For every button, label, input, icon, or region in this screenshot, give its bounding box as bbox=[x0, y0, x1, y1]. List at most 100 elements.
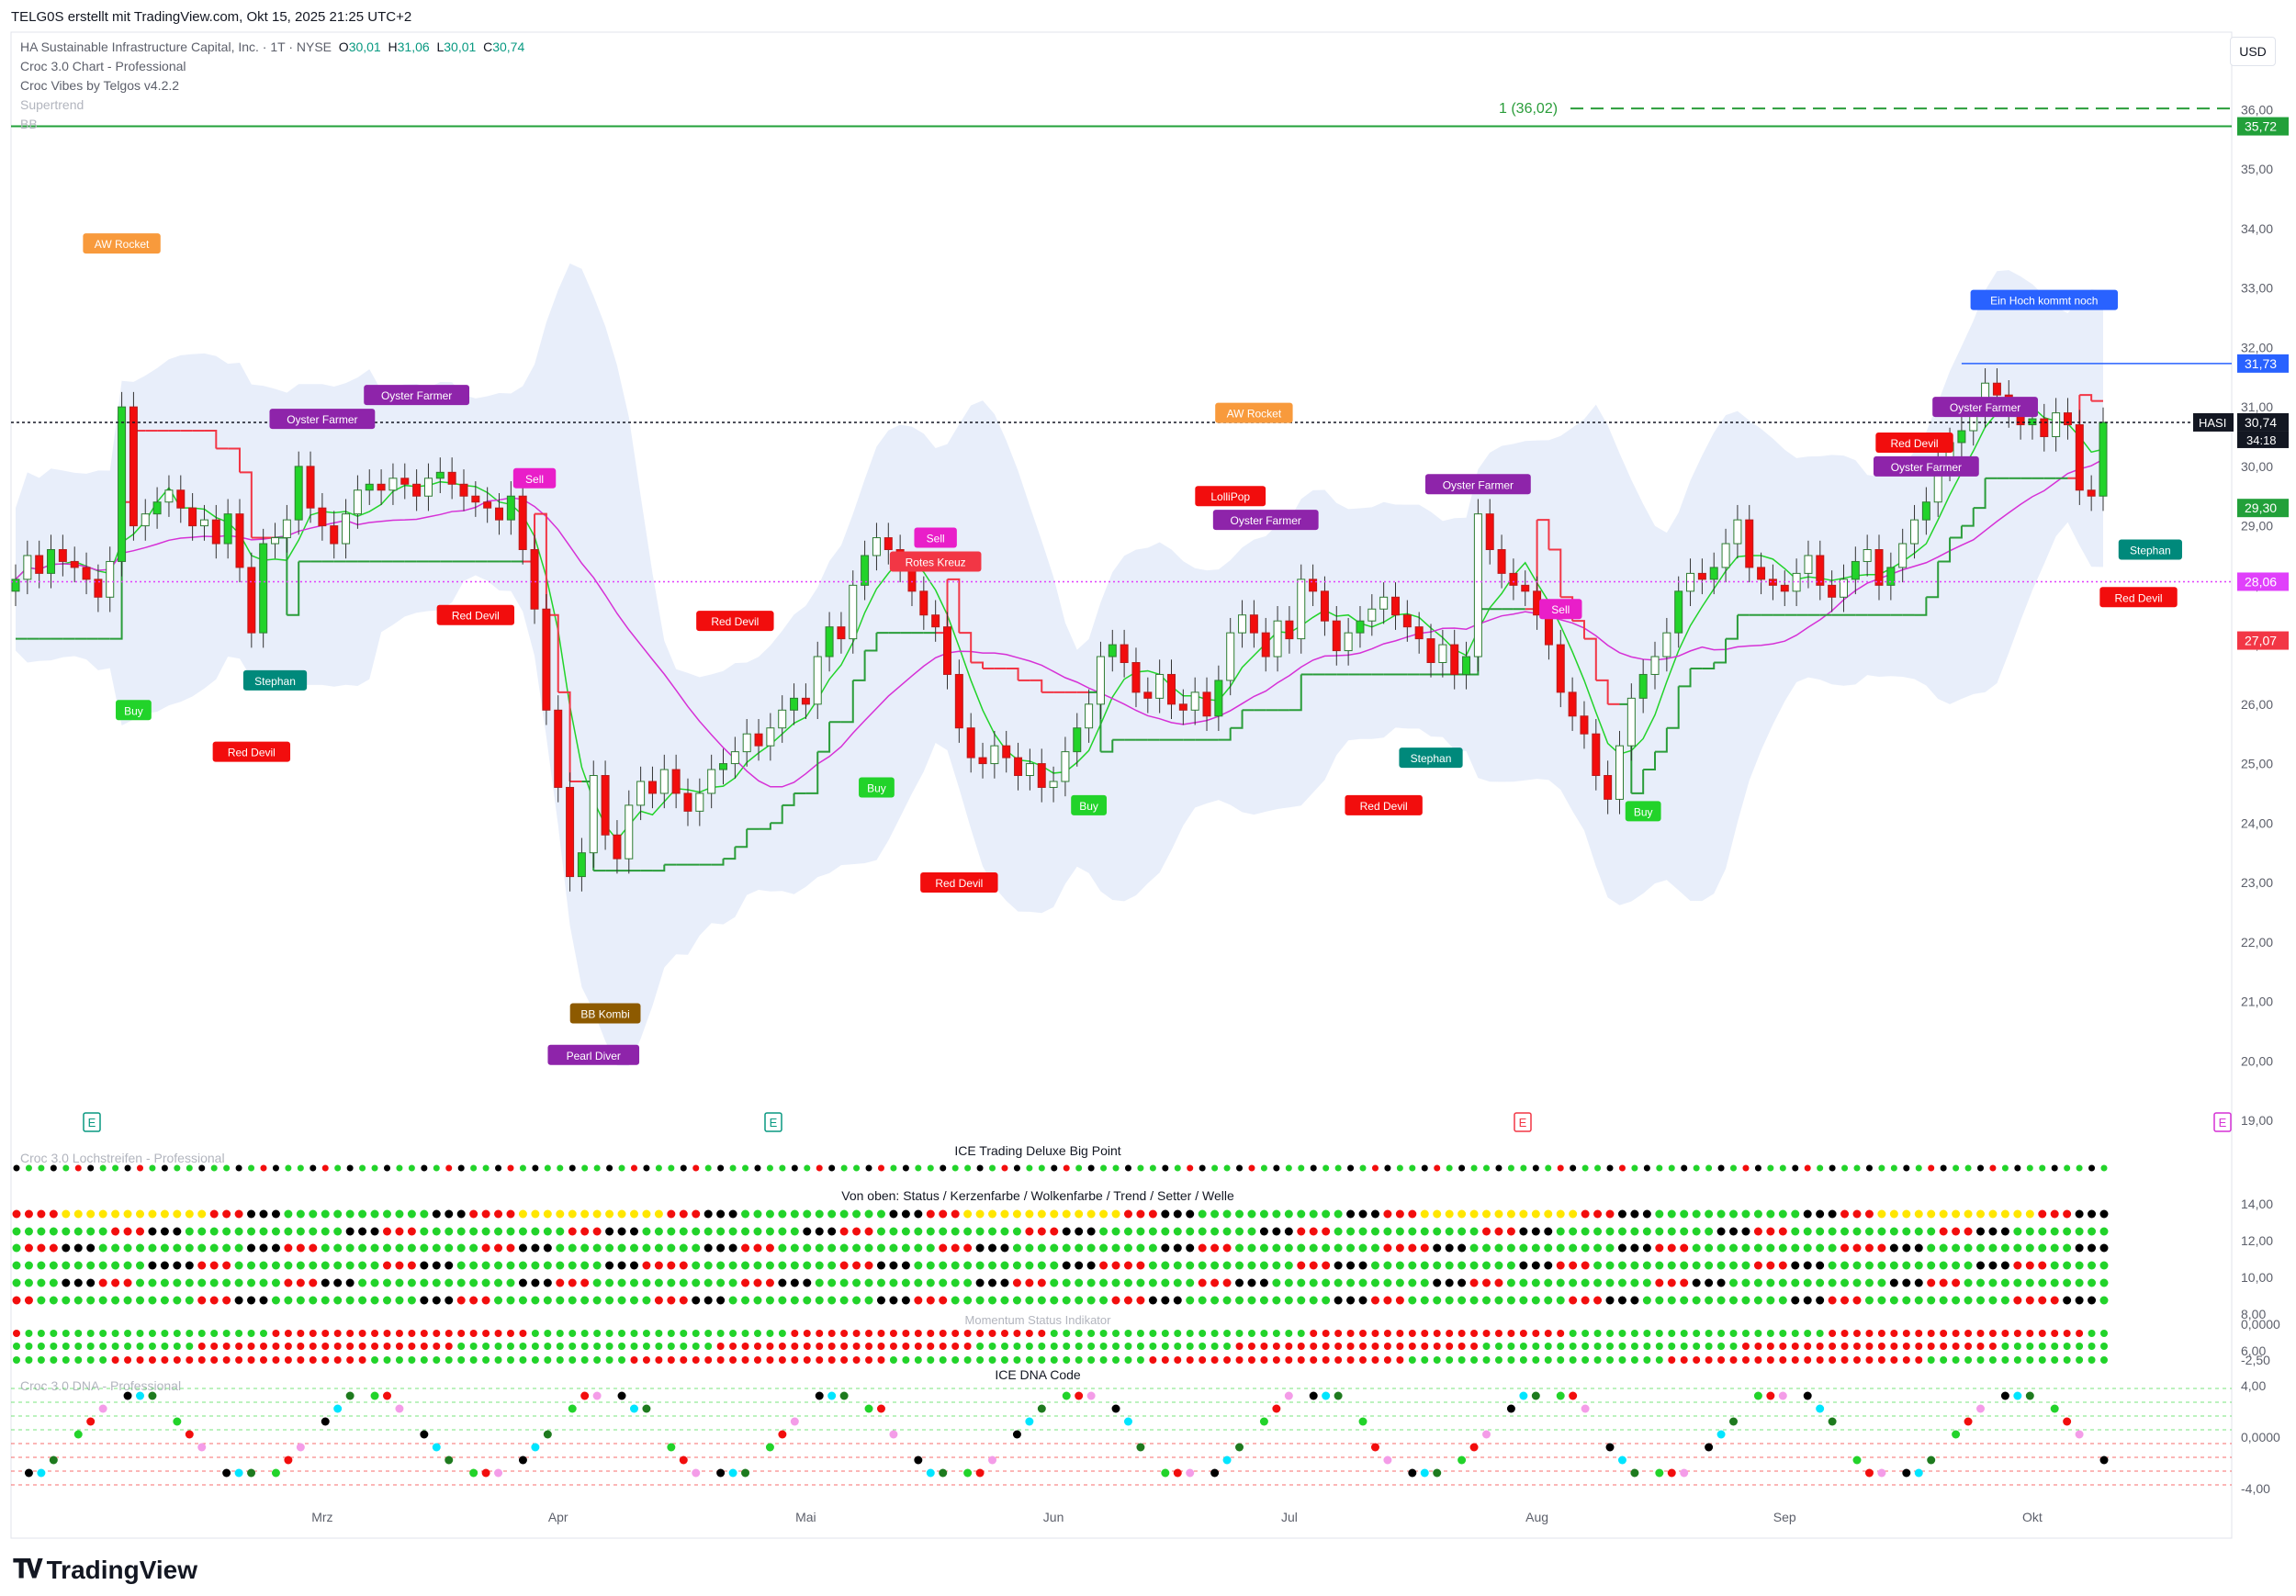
status-dot bbox=[1111, 1243, 1120, 1253]
status-dot bbox=[778, 1296, 787, 1305]
status-dot bbox=[914, 1209, 923, 1219]
pane4-title: ICE DNA Code bbox=[995, 1367, 1081, 1382]
momentum-dot bbox=[1087, 1343, 1096, 1350]
status-dot bbox=[209, 1227, 219, 1236]
status-dot bbox=[1630, 1209, 1639, 1219]
momentum-dot bbox=[519, 1330, 527, 1337]
symbol-name[interactable]: HA Sustainable Infrastructure Capital, I… bbox=[20, 39, 332, 54]
status-dot bbox=[1593, 1261, 1603, 1270]
status-dot bbox=[1210, 1278, 1220, 1287]
candle-body bbox=[1049, 781, 1058, 788]
candle-body bbox=[1626, 697, 1636, 747]
status-dot bbox=[1593, 1296, 1603, 1305]
momentum-dot bbox=[1618, 1330, 1626, 1337]
momentum-dot bbox=[1136, 1330, 1144, 1337]
status-dot bbox=[790, 1278, 799, 1287]
momentum-dot bbox=[1741, 1343, 1750, 1350]
candle-body bbox=[377, 483, 386, 491]
status-dot bbox=[1395, 1261, 1404, 1270]
low-value: 30,01 bbox=[444, 39, 477, 54]
currency-button[interactable]: USD bbox=[2230, 37, 2276, 66]
status-dot bbox=[1705, 1227, 1714, 1236]
status-dot bbox=[432, 1278, 441, 1287]
momentum-dot bbox=[482, 1356, 490, 1364]
candle-body bbox=[70, 560, 79, 568]
status-dot bbox=[2088, 1278, 2097, 1287]
indicator-label-4[interactable]: BB bbox=[20, 117, 38, 131]
status-dot bbox=[1482, 1243, 1491, 1253]
signal-label: Oyster Farmer bbox=[1231, 514, 1301, 527]
status-dot bbox=[1952, 1296, 1961, 1305]
momentum-dot bbox=[1334, 1330, 1343, 1337]
status-dot bbox=[926, 1261, 935, 1270]
momentum-dot bbox=[124, 1343, 132, 1350]
status-dot bbox=[518, 1243, 527, 1253]
momentum-dot bbox=[568, 1330, 577, 1337]
status-dot bbox=[1161, 1209, 1170, 1219]
status-dot bbox=[1531, 1243, 1540, 1253]
status-dot bbox=[160, 1278, 169, 1287]
status-dot bbox=[1037, 1296, 1046, 1305]
big-point-dot bbox=[976, 1164, 984, 1172]
status-dot bbox=[1408, 1278, 1417, 1287]
status-dot bbox=[432, 1227, 441, 1236]
indicator-label-2[interactable]: Croc Vibes by Telgos v4.2.2 bbox=[20, 78, 180, 93]
big-point-dot bbox=[1618, 1164, 1626, 1172]
indicator-label-3[interactable]: Supertrend bbox=[20, 97, 84, 112]
status-dot bbox=[592, 1209, 602, 1219]
momentum-dot bbox=[161, 1343, 169, 1350]
big-point-dot bbox=[742, 1164, 749, 1172]
dna-dot bbox=[1531, 1391, 1540, 1400]
status-dot bbox=[1877, 1227, 1886, 1236]
status-dot bbox=[1420, 1261, 1429, 1270]
tradingview-logo-icon: 𝐓𝐕 bbox=[13, 1555, 43, 1583]
supertrend-segment bbox=[1583, 637, 1597, 680]
status-dot bbox=[148, 1227, 157, 1236]
status-dot bbox=[1494, 1209, 1503, 1219]
momentum-dot bbox=[1877, 1356, 1885, 1364]
status-dot bbox=[1642, 1278, 1651, 1287]
candle-body bbox=[825, 626, 834, 658]
status-dot bbox=[1370, 1209, 1379, 1219]
momentum-dot bbox=[692, 1343, 700, 1350]
status-dot bbox=[629, 1227, 638, 1236]
big-point-dot bbox=[470, 1164, 478, 1172]
dna-dot bbox=[1680, 1468, 1689, 1478]
candle-body bbox=[589, 775, 598, 854]
tradingview-logo[interactable]: 𝐓𝐕 TradingView bbox=[13, 1555, 197, 1585]
status-dot bbox=[309, 1243, 318, 1253]
status-dot bbox=[420, 1243, 429, 1253]
candle-body bbox=[1992, 382, 2001, 396]
momentum-dot bbox=[1470, 1330, 1479, 1337]
status-dot bbox=[185, 1278, 194, 1287]
status-dot bbox=[469, 1209, 478, 1219]
status-dot bbox=[815, 1243, 824, 1253]
indicator-label-1[interactable]: Croc 3.0 Chart - Professional bbox=[20, 59, 186, 73]
momentum-dot bbox=[1247, 1356, 1255, 1364]
status-dot bbox=[1025, 1296, 1034, 1305]
y-tick-label: 24,00 bbox=[2241, 815, 2273, 830]
status-dot bbox=[222, 1261, 231, 1270]
status-dot bbox=[926, 1227, 935, 1236]
momentum-dot bbox=[1557, 1343, 1565, 1350]
price-level-badge bbox=[2237, 354, 2289, 373]
big-point-dot bbox=[2076, 1164, 2083, 1172]
big-point-dot bbox=[1458, 1164, 1466, 1172]
status-dot bbox=[1075, 1227, 1084, 1236]
momentum-dot bbox=[1235, 1356, 1244, 1364]
candle-body bbox=[271, 537, 280, 545]
candle-body bbox=[1344, 632, 1353, 652]
candle-body bbox=[1249, 614, 1258, 634]
status-dot bbox=[1902, 1296, 1911, 1305]
status-dot bbox=[1346, 1243, 1356, 1253]
status-dot bbox=[889, 1209, 898, 1219]
status-dot bbox=[951, 1209, 960, 1219]
big-point-dot bbox=[1940, 1164, 1947, 1172]
status-dot bbox=[1828, 1227, 1837, 1236]
signal-badge bbox=[436, 604, 515, 625]
dna-dot bbox=[692, 1468, 701, 1478]
status-dot bbox=[1840, 1278, 1850, 1287]
status-dot bbox=[975, 1227, 985, 1236]
status-dot bbox=[481, 1209, 490, 1219]
